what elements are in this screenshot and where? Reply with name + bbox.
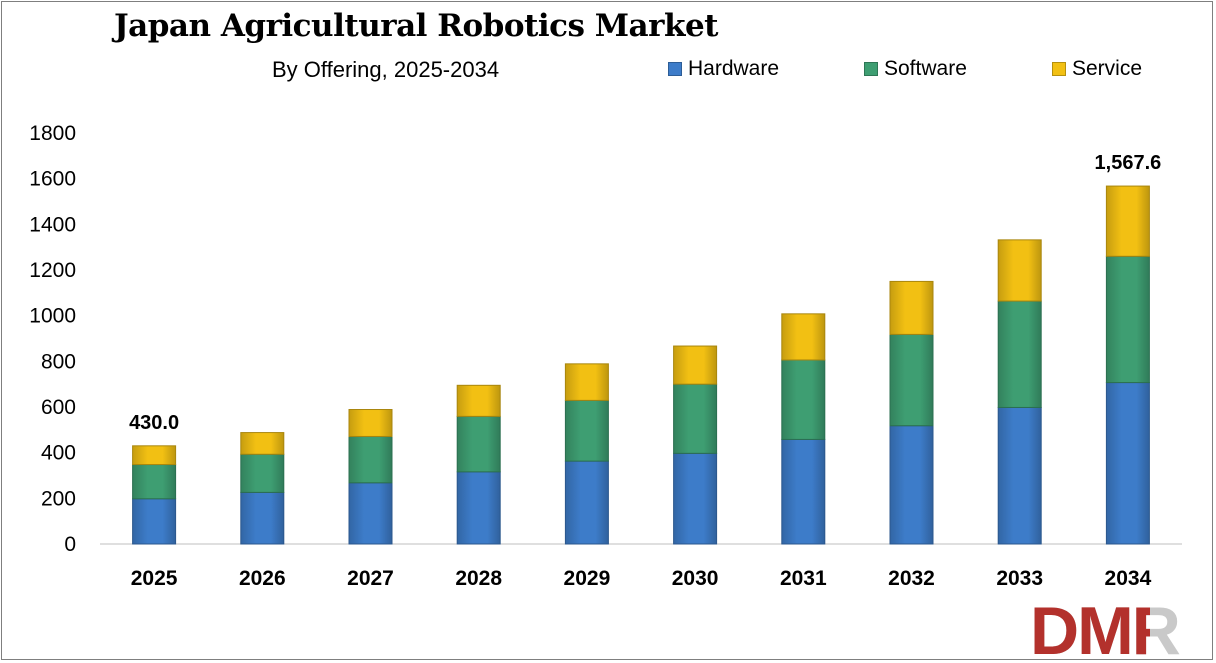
bar-software-2025 (132, 464, 177, 500)
bar-service-2028 (456, 384, 501, 417)
y-tick-label: 200 (41, 487, 76, 510)
logo-text-back: DMR (1030, 598, 1180, 658)
bar-service-2032 (889, 280, 934, 335)
dmr-logo: DMR DMR (1030, 598, 1182, 658)
bar-service-2025 (132, 445, 177, 466)
y-tick-label: 1400 (29, 213, 76, 236)
y-tick-label: 400 (41, 442, 76, 465)
bar-hardware-2032 (889, 425, 934, 545)
legend-item-software: Software (864, 57, 967, 81)
x-tick-label: 2027 (347, 567, 394, 590)
y-tick-label: 1800 (29, 122, 76, 145)
bar-software-2030 (673, 383, 718, 454)
bar-software-2033 (997, 300, 1042, 408)
data-label: 1,567.6 (1095, 152, 1162, 174)
bar-service-2027 (348, 409, 393, 437)
x-tick-label: 2025 (131, 567, 178, 590)
bar-service-2026 (240, 432, 285, 455)
y-tick-label: 1200 (29, 259, 76, 282)
x-tick-label: 2030 (672, 567, 719, 590)
bar-software-2027 (348, 435, 393, 484)
bar-software-2029 (564, 399, 609, 462)
bar-hardware-2028 (456, 471, 501, 545)
x-tick-label: 2033 (996, 567, 1043, 590)
x-tick-label: 2028 (455, 567, 502, 590)
y-tick-label: 1600 (29, 168, 76, 191)
bar-software-2026 (240, 453, 285, 493)
legend-swatch-software (864, 62, 878, 76)
data-label: 430.0 (129, 412, 179, 434)
legend-item-service: Service (1052, 57, 1142, 81)
logo-text-front: DMR (1030, 598, 1180, 658)
y-tick-label: 800 (41, 350, 76, 373)
bar-hardware-2034 (1105, 382, 1150, 545)
legend-swatch-hardware (668, 62, 682, 76)
legend-swatch-service (1052, 62, 1066, 76)
x-tick-label: 2026 (239, 567, 286, 590)
bar-service-2030 (673, 345, 718, 385)
bar-software-2032 (889, 333, 934, 427)
y-tick-label: 1000 (29, 305, 76, 328)
x-tick-label: 2031 (780, 567, 827, 590)
y-tick-label: 0 (64, 533, 76, 556)
bar-software-2034 (1105, 255, 1150, 384)
x-tick-label: 2032 (888, 567, 935, 590)
bar-software-2028 (456, 415, 501, 473)
chart-title: Japan Agricultural Robotics Market (114, 8, 718, 44)
legend-item-hardware: Hardware (668, 57, 779, 81)
bar-service-2033 (997, 239, 1042, 302)
bar-hardware-2027 (348, 482, 393, 545)
bar-hardware-2026 (240, 491, 285, 545)
bar-hardware-2033 (997, 406, 1042, 545)
bar-hardware-2029 (564, 460, 609, 545)
chart-subtitle: By Offering, 2025-2034 (272, 57, 500, 82)
bar-software-2031 (781, 359, 826, 440)
bar-service-2034 (1105, 185, 1150, 257)
legend-label-service: Service (1072, 57, 1143, 80)
bar-service-2031 (781, 313, 826, 361)
bar-service-2029 (564, 363, 609, 401)
bar-hardware-2030 (673, 452, 718, 545)
legend-label-hardware: Hardware (688, 57, 780, 80)
bar-hardware-2025 (132, 498, 177, 545)
bar-hardware-2031 (781, 438, 826, 545)
x-tick-label: 2029 (564, 567, 611, 590)
y-tick-label: 600 (41, 396, 76, 419)
legend: Hardware Software Service (668, 57, 1188, 81)
x-tick-label: 2034 (1105, 567, 1152, 590)
legend-label-software: Software (884, 57, 967, 80)
